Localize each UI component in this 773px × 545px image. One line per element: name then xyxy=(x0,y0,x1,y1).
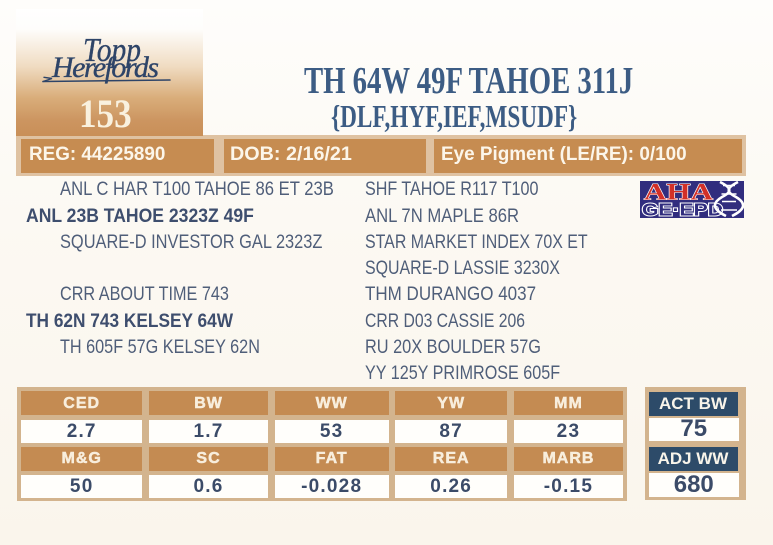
svg-text:Herefords: Herefords xyxy=(51,51,159,84)
svg-text:GE·EPD: GE·EPD xyxy=(642,199,723,218)
svg-text:Topp: Topp xyxy=(83,32,141,69)
svg-text:AHA: AHA xyxy=(644,181,714,204)
